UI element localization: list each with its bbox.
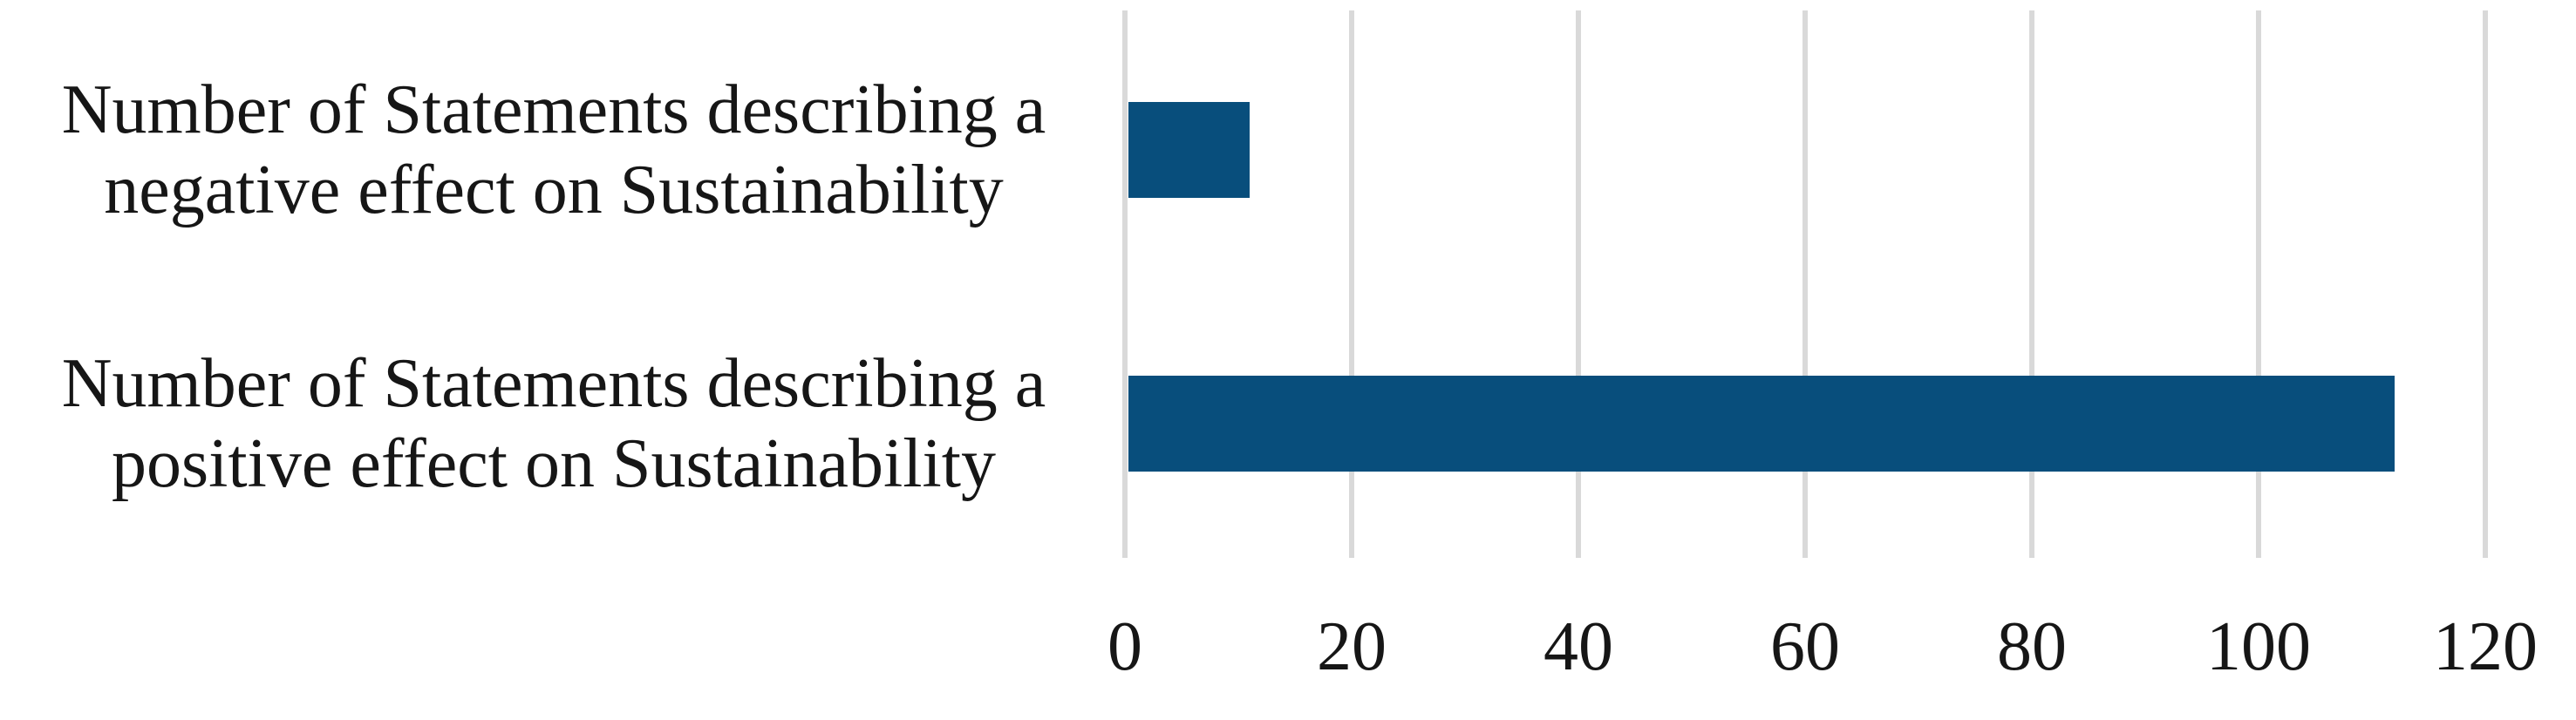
gridline-80 <box>2029 10 2034 558</box>
gridline-100 <box>2256 10 2261 558</box>
category-label-line: Number of Statements describing a <box>61 345 1046 422</box>
x-tick-label-120: 120 <box>2433 608 2538 685</box>
category-label-line: positive effect on Sustainability <box>112 425 996 502</box>
category-label-line: negative effect on Sustainability <box>104 152 1004 228</box>
x-tick-label-80: 80 <box>1997 608 2067 685</box>
gridline-120 <box>2483 10 2488 558</box>
x-tick-label-100: 100 <box>2206 608 2311 685</box>
bar-positive-effect <box>1128 376 2395 472</box>
x-tick-label-60: 60 <box>1770 608 1840 685</box>
gridline-0 <box>1122 10 1128 558</box>
x-tick-label-0: 0 <box>1107 608 1142 685</box>
category-label-line: Number of Statements describing a <box>61 71 1046 148</box>
bar-negative-effect <box>1128 102 1250 198</box>
x-tick-label-40: 40 <box>1544 608 1613 685</box>
category-label-positive-effect: Number of Statements describing a positiv… <box>13 343 1094 504</box>
category-label-negative-effect: Number of Statements describing a negativ… <box>13 70 1094 230</box>
gridline-60 <box>1803 10 1808 558</box>
x-tick-label-20: 20 <box>1317 608 1387 685</box>
gridline-20 <box>1349 10 1354 558</box>
gridline-40 <box>1576 10 1581 558</box>
